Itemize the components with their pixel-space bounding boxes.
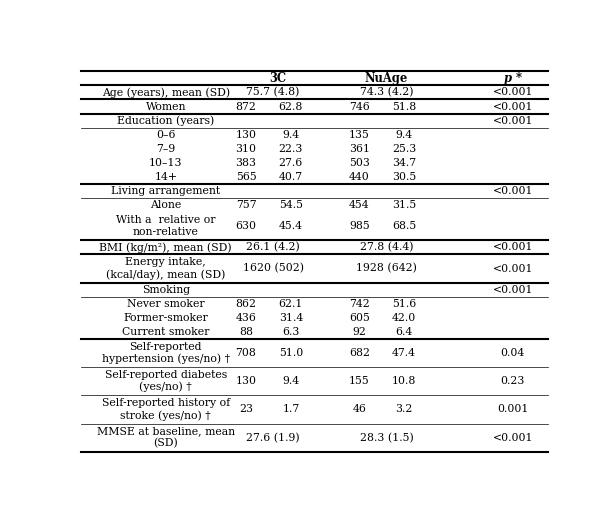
Text: 503: 503: [349, 158, 370, 168]
Text: <0.001: <0.001: [493, 264, 533, 273]
Text: 440: 440: [349, 172, 370, 182]
Text: 22.3: 22.3: [279, 144, 303, 154]
Text: 872: 872: [236, 101, 256, 112]
Text: 30.5: 30.5: [392, 172, 417, 182]
Text: 45.4: 45.4: [279, 221, 303, 231]
Text: 62.1: 62.1: [279, 299, 303, 309]
Text: 27.8 (4.4): 27.8 (4.4): [360, 242, 413, 252]
Text: 9.4: 9.4: [283, 376, 300, 386]
Text: 51.6: 51.6: [392, 299, 417, 309]
Text: <0.001: <0.001: [493, 242, 533, 252]
Text: 27.6: 27.6: [279, 158, 303, 168]
Text: Former-smoker: Former-smoker: [124, 313, 208, 323]
Text: 10.8: 10.8: [392, 376, 417, 386]
Text: 454: 454: [349, 200, 370, 210]
Text: Age (years), mean (SD): Age (years), mean (SD): [102, 87, 230, 98]
Text: Current smoker: Current smoker: [122, 327, 209, 337]
Text: 130: 130: [236, 376, 256, 386]
Text: Living arrangement: Living arrangement: [111, 186, 220, 196]
Text: 6.4: 6.4: [395, 327, 413, 337]
Text: 0.001: 0.001: [497, 404, 529, 415]
Text: <0.001: <0.001: [493, 116, 533, 125]
Text: 92: 92: [353, 327, 366, 337]
Text: 7–9: 7–9: [156, 144, 175, 154]
Text: Women: Women: [146, 101, 186, 112]
Text: 27.6 (1.9): 27.6 (1.9): [247, 433, 300, 443]
Text: 68.5: 68.5: [392, 221, 417, 231]
Text: 682: 682: [349, 348, 370, 358]
Text: 0–6: 0–6: [156, 130, 175, 140]
Text: p *: p *: [504, 72, 522, 85]
Text: 40.7: 40.7: [279, 172, 303, 182]
Text: 436: 436: [236, 313, 256, 323]
Text: NuAge: NuAge: [365, 72, 408, 85]
Text: 14+: 14+: [154, 172, 177, 182]
Text: Never smoker: Never smoker: [127, 299, 205, 309]
Text: 31.5: 31.5: [392, 200, 417, 210]
Text: With a  relative or
non-relative: With a relative or non-relative: [116, 216, 216, 237]
Text: 9.4: 9.4: [396, 130, 413, 140]
Text: 742: 742: [349, 299, 370, 309]
Text: 155: 155: [349, 376, 370, 386]
Text: 23: 23: [239, 404, 253, 415]
Text: 10–13: 10–13: [149, 158, 183, 168]
Text: 1620 (502): 1620 (502): [242, 263, 304, 274]
Text: 1928 (642): 1928 (642): [356, 263, 417, 274]
Text: Alone: Alone: [150, 200, 181, 210]
Text: 985: 985: [349, 221, 370, 231]
Text: 361: 361: [349, 144, 370, 154]
Text: BMI (kg/m²), mean (SD): BMI (kg/m²), mean (SD): [99, 242, 232, 253]
Text: 46: 46: [353, 404, 366, 415]
Text: 757: 757: [236, 200, 256, 210]
Text: 565: 565: [236, 172, 256, 182]
Text: 862: 862: [236, 299, 256, 309]
Text: 51.0: 51.0: [279, 348, 303, 358]
Text: 0.23: 0.23: [501, 376, 525, 386]
Text: 28.3 (1.5): 28.3 (1.5): [359, 433, 414, 443]
Text: 9.4: 9.4: [283, 130, 300, 140]
Text: 383: 383: [236, 158, 256, 168]
Text: 605: 605: [349, 313, 370, 323]
Text: 31.4: 31.4: [279, 313, 303, 323]
Text: 130: 130: [236, 130, 256, 140]
Text: 74.3 (4.2): 74.3 (4.2): [360, 87, 413, 98]
Text: Energy intake,
(kcal/day), mean (SD): Energy intake, (kcal/day), mean (SD): [106, 258, 225, 280]
Text: 1.7: 1.7: [282, 404, 300, 415]
Text: 34.7: 34.7: [392, 158, 416, 168]
Text: 6.3: 6.3: [282, 327, 300, 337]
Text: 75.7 (4.8): 75.7 (4.8): [247, 87, 300, 98]
Text: <0.001: <0.001: [493, 285, 533, 295]
Text: 0.04: 0.04: [501, 348, 525, 358]
Text: 630: 630: [236, 221, 256, 231]
Text: <0.001: <0.001: [493, 186, 533, 196]
Text: <0.001: <0.001: [493, 101, 533, 112]
Text: 3.2: 3.2: [395, 404, 413, 415]
Text: 88: 88: [239, 327, 253, 337]
Text: Self-reported history of
stroke (yes/no) †: Self-reported history of stroke (yes/no)…: [102, 398, 230, 420]
Text: 708: 708: [236, 348, 256, 358]
Text: 135: 135: [349, 130, 370, 140]
Text: 47.4: 47.4: [392, 348, 416, 358]
Text: 51.8: 51.8: [392, 101, 417, 112]
Text: 26.1 (4.2): 26.1 (4.2): [246, 242, 300, 252]
Text: 25.3: 25.3: [392, 144, 417, 154]
Text: <0.001: <0.001: [493, 88, 533, 97]
Text: Smoking: Smoking: [142, 285, 190, 295]
Text: 54.5: 54.5: [279, 200, 303, 210]
Text: 310: 310: [236, 144, 256, 154]
Text: 42.0: 42.0: [392, 313, 417, 323]
Text: MMSE at baseline, mean
(SD): MMSE at baseline, mean (SD): [97, 426, 235, 449]
Text: Self-reported diabetes
(yes/no) †: Self-reported diabetes (yes/no) †: [105, 370, 227, 392]
Text: 62.8: 62.8: [279, 101, 303, 112]
Text: Self-reported
hypertension (yes/no) †: Self-reported hypertension (yes/no) †: [102, 342, 230, 364]
Text: 746: 746: [349, 101, 370, 112]
Text: Education (years): Education (years): [117, 115, 214, 126]
Text: 3C: 3C: [269, 72, 286, 85]
Text: <0.001: <0.001: [493, 433, 533, 443]
